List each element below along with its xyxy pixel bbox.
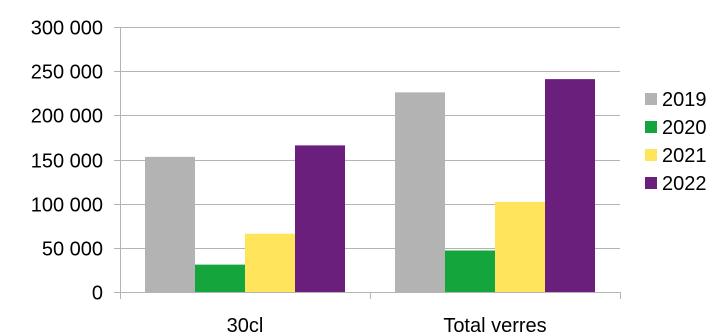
y-tick-label: 100 000	[31, 195, 103, 217]
y-tick-label: 250 000	[31, 62, 103, 84]
legend-swatch-2019	[645, 93, 657, 105]
bar-2020-total-verres	[445, 250, 495, 292]
legend-label-2019: 2019	[662, 89, 707, 111]
legend-label-2021: 2021	[662, 145, 707, 167]
legend-swatch-2021	[645, 149, 657, 161]
bar-2020-30cl	[195, 264, 245, 292]
legend: 2019 2020 2021 2022	[645, 89, 707, 195]
legend-label-2022: 2022	[662, 173, 707, 195]
x-tick-label: Total verres	[443, 315, 546, 335]
bar-2022-total-verres	[545, 79, 595, 292]
x-tick-label: 30cl	[227, 315, 264, 335]
y-tick-label: 300 000	[31, 18, 103, 40]
y-axis: 0 50 000 100 000 150 000 200 000 250 000 300 0…	[31, 18, 121, 305]
bar-2021-30cl	[245, 233, 295, 292]
legend-swatch-2022	[645, 177, 657, 189]
bar-2022-30cl	[295, 145, 345, 292]
y-tick-label: 200 000	[31, 106, 103, 128]
bar-2019-total-verres	[395, 92, 445, 292]
legend-swatch-2020	[645, 121, 657, 133]
x-axis: 30cl Total verres	[120, 292, 621, 335]
y-tick-label: 50 000	[42, 239, 103, 261]
bars	[145, 79, 595, 292]
y-tick-label: 150 000	[31, 151, 103, 173]
legend-label-2020: 2020	[662, 117, 707, 139]
y-tick-label: 0	[92, 283, 103, 305]
bar-2021-total-verres	[495, 201, 545, 292]
bar-2019-30cl	[145, 156, 195, 292]
